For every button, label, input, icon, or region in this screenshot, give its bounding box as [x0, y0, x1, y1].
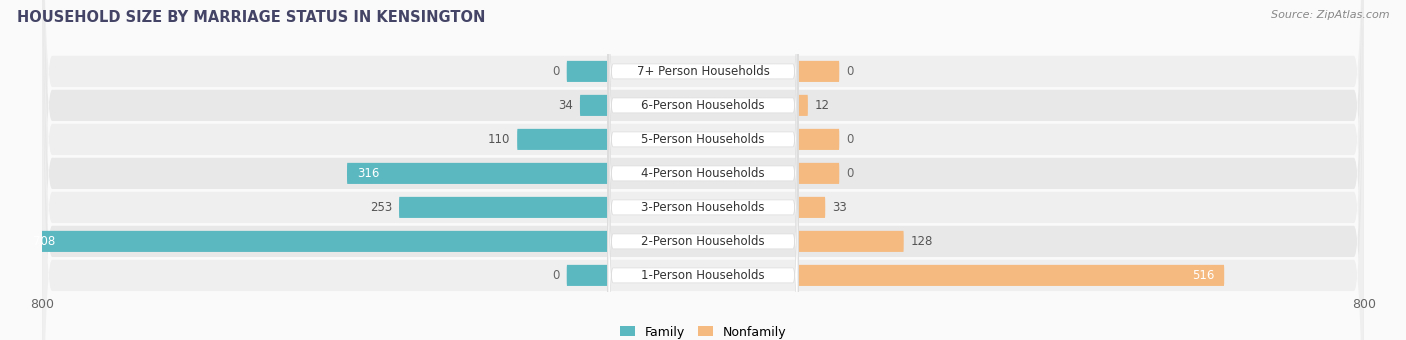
FancyBboxPatch shape — [22, 231, 607, 252]
Text: 7+ Person Households: 7+ Person Households — [637, 65, 769, 78]
Text: 0: 0 — [846, 133, 853, 146]
FancyBboxPatch shape — [799, 265, 1225, 286]
FancyBboxPatch shape — [42, 0, 1364, 340]
FancyBboxPatch shape — [347, 163, 607, 184]
FancyBboxPatch shape — [799, 61, 839, 82]
FancyBboxPatch shape — [399, 197, 607, 218]
FancyBboxPatch shape — [567, 61, 607, 82]
Text: 708: 708 — [34, 235, 55, 248]
Text: 6-Person Households: 6-Person Households — [641, 99, 765, 112]
FancyBboxPatch shape — [799, 197, 825, 218]
Text: Source: ZipAtlas.com: Source: ZipAtlas.com — [1271, 10, 1389, 20]
FancyBboxPatch shape — [517, 129, 607, 150]
Legend: Family, Nonfamily: Family, Nonfamily — [620, 325, 786, 339]
Text: 4-Person Households: 4-Person Households — [641, 167, 765, 180]
Text: 33: 33 — [832, 201, 846, 214]
FancyBboxPatch shape — [607, 0, 799, 336]
Text: 253: 253 — [370, 201, 392, 214]
Text: 316: 316 — [357, 167, 380, 180]
Text: 12: 12 — [814, 99, 830, 112]
FancyBboxPatch shape — [799, 231, 904, 252]
Text: 34: 34 — [558, 99, 574, 112]
FancyBboxPatch shape — [607, 0, 799, 340]
FancyBboxPatch shape — [579, 95, 607, 116]
FancyBboxPatch shape — [567, 265, 607, 286]
Text: 3-Person Households: 3-Person Households — [641, 201, 765, 214]
FancyBboxPatch shape — [799, 129, 839, 150]
FancyBboxPatch shape — [607, 0, 799, 302]
FancyBboxPatch shape — [799, 95, 808, 116]
FancyBboxPatch shape — [607, 45, 799, 340]
Text: 2-Person Households: 2-Person Households — [641, 235, 765, 248]
FancyBboxPatch shape — [607, 11, 799, 340]
Text: 0: 0 — [846, 167, 853, 180]
Text: 0: 0 — [846, 65, 853, 78]
FancyBboxPatch shape — [42, 0, 1364, 340]
Text: 110: 110 — [488, 133, 510, 146]
FancyBboxPatch shape — [42, 0, 1364, 340]
FancyBboxPatch shape — [42, 0, 1364, 340]
Text: 1-Person Households: 1-Person Households — [641, 269, 765, 282]
Text: 516: 516 — [1192, 269, 1215, 282]
Text: 128: 128 — [910, 235, 932, 248]
FancyBboxPatch shape — [42, 0, 1364, 340]
FancyBboxPatch shape — [42, 0, 1364, 340]
Text: HOUSEHOLD SIZE BY MARRIAGE STATUS IN KENSINGTON: HOUSEHOLD SIZE BY MARRIAGE STATUS IN KEN… — [17, 10, 485, 25]
FancyBboxPatch shape — [799, 163, 839, 184]
Text: 5-Person Households: 5-Person Households — [641, 133, 765, 146]
Text: 0: 0 — [553, 269, 560, 282]
FancyBboxPatch shape — [607, 0, 799, 268]
Text: 0: 0 — [553, 65, 560, 78]
FancyBboxPatch shape — [42, 0, 1364, 340]
FancyBboxPatch shape — [607, 79, 799, 340]
